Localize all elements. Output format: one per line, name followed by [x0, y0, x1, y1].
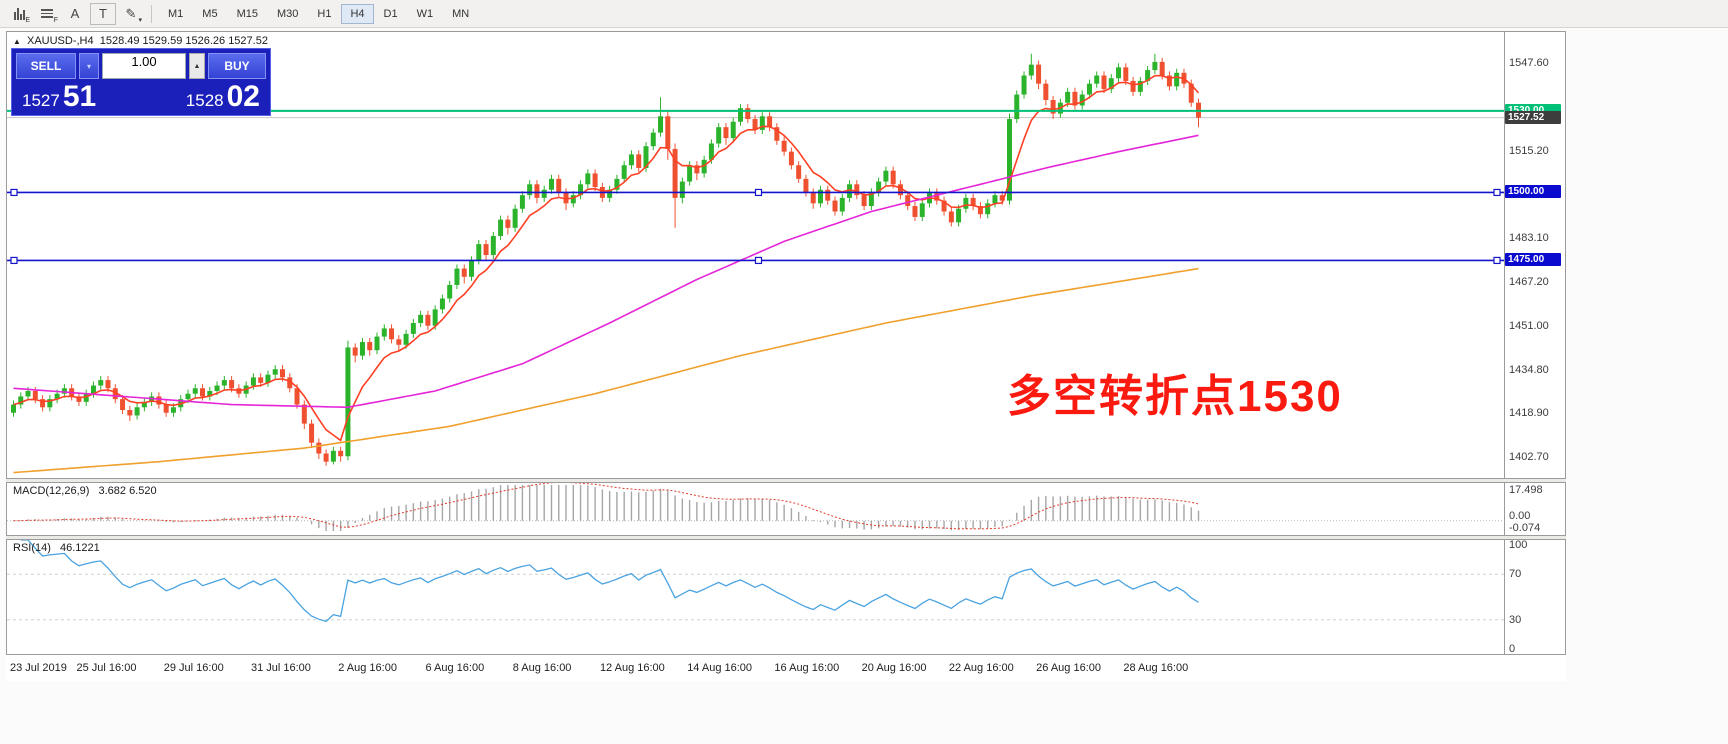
macd-name: MACD(12,26,9) — [13, 485, 90, 497]
date-label: 28 Aug 16:00 — [1123, 662, 1189, 674]
sub-f: F — [53, 16, 58, 24]
date-label: 2 Aug 16:00 — [338, 662, 397, 674]
rsi-value: 46.1221 — [59, 542, 100, 554]
symbol-info-line: ▲ XAUUSD-,H4 1528.49 1529.59 1526.26 152… — [13, 35, 268, 47]
panel-splitter[interactable] — [6, 479, 1566, 482]
symbol-name: XAUUSD-,H4 — [26, 35, 94, 47]
price-tag: 1527.52 — [1505, 110, 1561, 124]
ohlc-values: 1528.49 1529.59 1526.26 1527.52 — [99, 35, 268, 47]
price-scale-label: 1547.60 — [1509, 57, 1549, 69]
rsi-scale-label: 0 — [1509, 643, 1516, 655]
volume-dropdown-button[interactable]: ▾ — [79, 53, 99, 79]
timeframe-button-m5[interactable]: M5 — [202, 7, 218, 20]
price-tag: 1475.00 — [1505, 253, 1561, 267]
macd-scale[interactable]: 17.498 0.00 -0.074 — [1504, 483, 1564, 535]
macd-scale-label: 17.498 — [1509, 484, 1543, 496]
date-label: 6 Aug 16:00 — [425, 662, 485, 674]
date-label: 29 Jul 16:00 — [163, 662, 224, 674]
sub-e: E — [25, 16, 30, 24]
date-label: 20 Aug 16:00 — [861, 662, 927, 674]
timeframe-button-m30[interactable]: M30 — [276, 7, 299, 20]
date-label: 25 Jul 16:00 — [76, 662, 137, 674]
date-label: 12 Aug 16:00 — [599, 662, 665, 674]
timeframe-button-d1[interactable]: D1 — [383, 7, 398, 20]
price-scale-label: 1467.20 — [1509, 275, 1549, 288]
timeframe-button-h1[interactable]: H1 — [317, 7, 332, 20]
price-scale-label: 1515.20 — [1509, 145, 1549, 158]
price-tag: 1500.00 — [1505, 185, 1561, 199]
sell-price-big: 51 — [62, 80, 97, 113]
chart-window: ▲ XAUUSD-,H4 1528.49 1529.59 1526.26 152… — [6, 31, 1566, 681]
macd-label: MACD(12,26,9) 3.682 6.520 — [13, 485, 157, 497]
textbox-t-icon[interactable]: T — [90, 2, 116, 25]
sell-price-main: 1527 — [22, 91, 60, 110]
macd-scale-label: 0.00 — [1509, 509, 1531, 522]
font-a-icon[interactable]: A — [70, 6, 80, 21]
date-label: 22 Aug 16:00 — [948, 662, 1014, 674]
price-chart-plot[interactable]: ▲ XAUUSD-,H4 1528.49 1529.59 1526.26 152… — [7, 32, 1504, 478]
buy-price: 1528 02 — [185, 80, 260, 113]
draw-tool-dropdown-icon[interactable]: ✎ ▾ — [125, 5, 142, 24]
macd-plot[interactable]: MACD(12,26,9) 3.682 6.520 — [7, 483, 1504, 535]
rsi-plot[interactable]: RSI(14) 46.1221 — [7, 540, 1504, 654]
timeframe-buttons: M1 M5 M15 M30 H1 H4 D1 W1 MN — [159, 3, 478, 24]
rsi-scale-label: 100 — [1509, 539, 1528, 551]
timeframe-button-m1[interactable]: M1 — [168, 7, 184, 20]
rsi-panel: RSI(14) 46.1221 100 70 30 0 — [6, 539, 1566, 655]
candles-glyph — [13, 7, 25, 20]
price-scale-label: 1483.10 — [1509, 232, 1549, 245]
macd-panel: MACD(12,26,9) 3.682 6.520 17.498 0.00 -0.0… — [6, 482, 1566, 536]
buy-price-big: 02 — [226, 80, 260, 113]
lines-list-icon[interactable]: F — [34, 3, 60, 25]
date-label: 31 Jul 16:00 — [250, 662, 311, 674]
timeframe-button-mn[interactable]: MN — [452, 7, 470, 20]
price-scale-label: 1418.90 — [1509, 407, 1549, 419]
date-label: 23 Jul 2019 — [10, 662, 67, 674]
main-chart-panel: ▲ XAUUSD-,H4 1528.49 1529.59 1526.26 152… — [6, 31, 1566, 479]
volume-up-button[interactable]: ▲ — [189, 53, 205, 79]
toolbar: E F A T ✎ ▾ M1 M5 M15 M30 H1 H4 D1 W1 MN — [0, 0, 1728, 28]
toolbar-separator — [151, 4, 152, 23]
volume-input[interactable]: 1.00 — [102, 53, 186, 79]
macd-values: 3.682 6.520 — [98, 485, 157, 497]
rsi-name: RSI(14) — [13, 542, 51, 554]
dropdown-caret: ▾ — [138, 16, 142, 24]
candlestick-chart[interactable] — [7, 32, 1504, 478]
date-label: 16 Aug 16:00 — [774, 662, 840, 674]
sell-button[interactable]: SELL — [16, 53, 76, 79]
date-label: 26 Aug 16:00 — [1036, 662, 1101, 674]
rsi-scale-label: 70 — [1509, 568, 1522, 581]
rsi-chart[interactable] — [7, 540, 1504, 654]
date-label: 8 Aug 16:00 — [512, 662, 572, 674]
candles-chart-icon[interactable]: E — [6, 3, 32, 25]
one-click-trade-panel: SELL ▾ 1.00 ▲ BUY 1527 51 1528 02 — [11, 48, 271, 116]
panel-splitter[interactable] — [6, 536, 1566, 539]
timeframe-button-m15[interactable]: M15 — [236, 7, 258, 20]
price-scale[interactable]: 1547.60 1515.20 1483.10 1467.20 1451.00 1434.… — [1504, 32, 1564, 478]
price-scale-label: 1434.80 — [1509, 363, 1549, 376]
rsi-scale-label: 30 — [1509, 613, 1522, 626]
sell-price: 1527 51 — [22, 80, 97, 113]
timeframe-button-w1[interactable]: W1 — [416, 7, 434, 20]
buy-price-main: 1528 — [185, 91, 224, 110]
time-axis[interactable]: 23 Jul 2019 25 Jul 16:00 29 Jul 16:00 31 Ju… — [6, 655, 1566, 681]
macd-scale-label: -0.074 — [1509, 522, 1541, 534]
lines-glyph — [41, 9, 53, 18]
price-scale-label: 1451.00 — [1509, 319, 1549, 332]
rsi-label: RSI(14) 46.1221 — [13, 542, 100, 554]
price-scale-label: 1402.70 — [1509, 451, 1549, 464]
buy-button[interactable]: BUY — [208, 53, 266, 79]
collapse-triangle-icon: ▲ — [13, 37, 21, 46]
macd-chart[interactable] — [7, 483, 1504, 535]
date-label: 14 Aug 16:00 — [687, 662, 753, 674]
timeframe-button-h4[interactable]: H4 — [341, 3, 374, 24]
rsi-scale[interactable]: 100 70 30 0 — [1504, 539, 1564, 655]
chart-annotation-text: 多空转折点1530 — [1007, 372, 1343, 421]
